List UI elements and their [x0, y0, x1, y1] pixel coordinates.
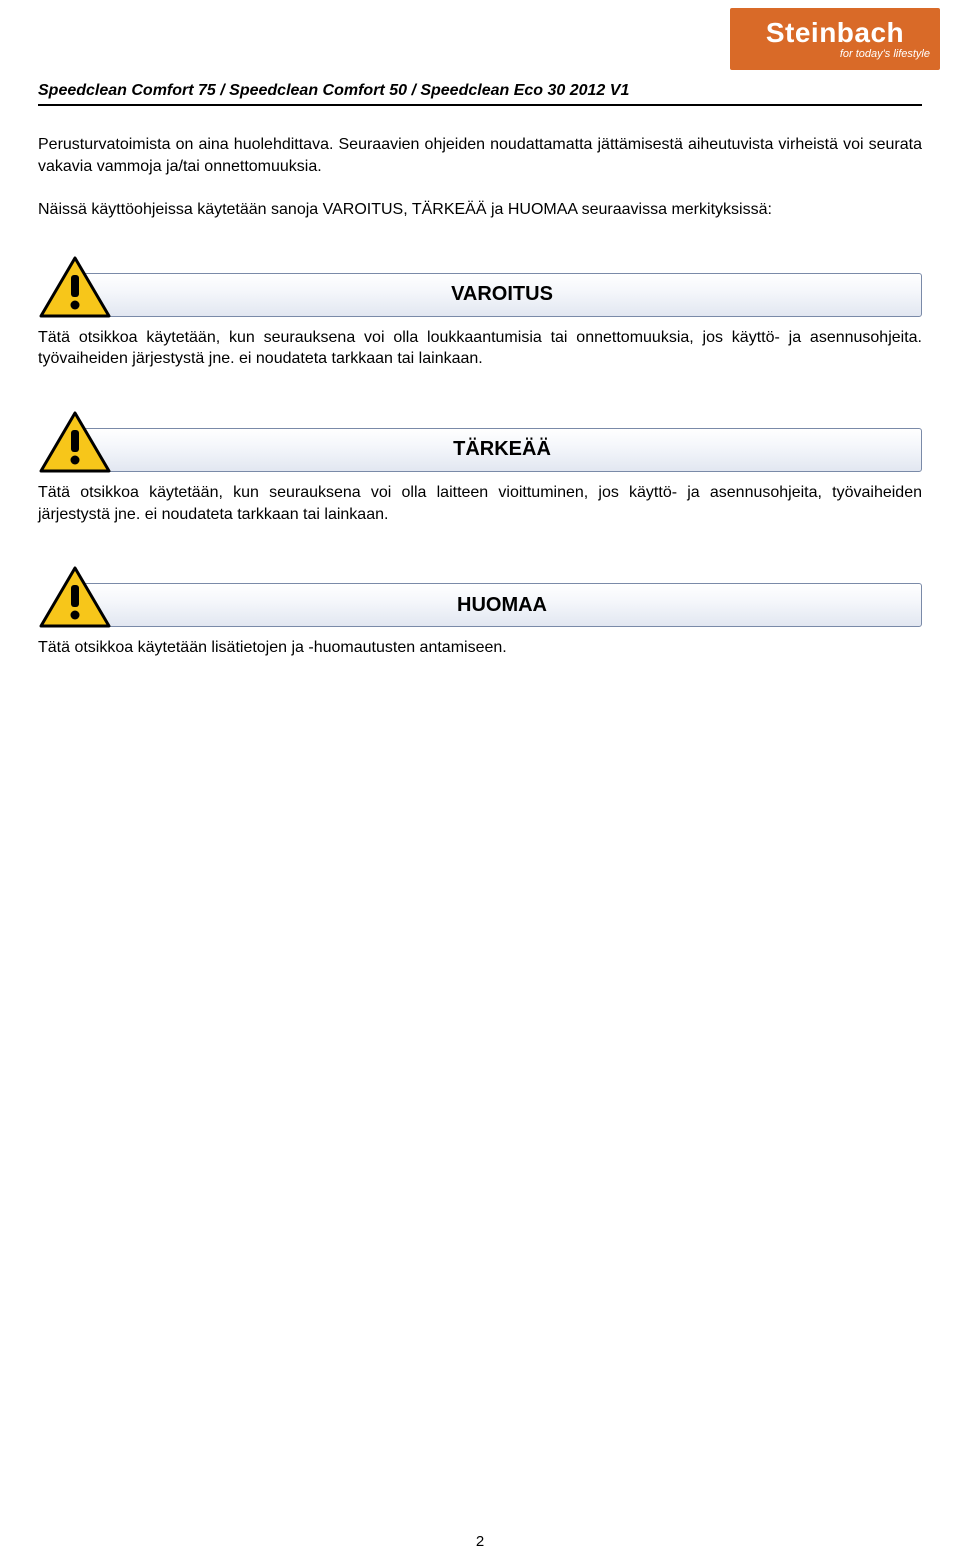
warning-body-text: Tätä otsikkoa käytetään, kun seurauksena… — [38, 327, 922, 370]
brand-logo-main: Steinbach — [766, 18, 904, 47]
intro-paragraph-1: Perusturvatoimista on aina huolehdittava… — [38, 134, 922, 177]
warning-title: TÄRKEÄÄ — [453, 438, 551, 461]
warning-title: HUOMAA — [457, 594, 547, 617]
warning-heading-block: VAROITUS — [38, 273, 922, 317]
page-number: 2 — [0, 1533, 960, 1550]
warning-title-bar: HUOMAA — [82, 583, 922, 627]
brand-logo: Steinbach for today's lifestyle — [730, 8, 940, 70]
warning-title-bar: VAROITUS — [82, 273, 922, 317]
warning-title-bar: TÄRKEÄÄ — [82, 428, 922, 472]
warning-triangle-icon — [38, 255, 112, 321]
warning-heading-block: HUOMAA — [38, 583, 922, 627]
header-rule — [38, 104, 922, 106]
warning-heading-block: TÄRKEÄÄ — [38, 428, 922, 472]
document-page: Steinbach for today's lifestyle Speedcle… — [0, 0, 960, 1566]
warning-body-text: Tätä otsikkoa käytetään, kun seurauksena… — [38, 482, 922, 525]
warning-section-huomaa: HUOMAA Tätä otsikkoa käytetään lisätieto… — [38, 583, 922, 659]
warning-title: VAROITUS — [451, 283, 553, 306]
warning-body-text: Tätä otsikkoa käytetään lisätietojen ja … — [38, 637, 922, 659]
warning-section-tarkeaa: TÄRKEÄÄ Tätä otsikkoa käytetään, kun seu… — [38, 428, 922, 525]
warning-triangle-icon — [38, 410, 112, 476]
warning-section-varoitus: VAROITUS Tätä otsikkoa käytetään, kun se… — [38, 273, 922, 370]
brand-logo-sub: for today's lifestyle — [840, 49, 930, 61]
intro-paragraph-2: Näissä käyttöohjeissa käytetään sanoja V… — [38, 199, 922, 221]
warning-triangle-icon — [38, 565, 112, 631]
